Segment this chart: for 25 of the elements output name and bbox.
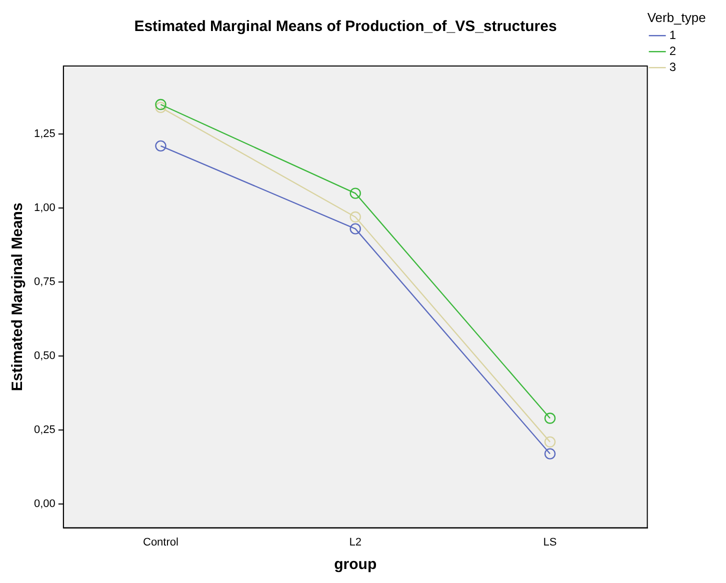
point [544,436,556,448]
legend-title: Verb_type [647,10,706,25]
point [350,223,361,234]
y-tick-label: 0,75 [34,276,56,288]
x-tick-label: LS [543,536,557,548]
point [350,188,361,199]
point [155,102,166,114]
chart-title: Estimated Marginal Means of Production_of_VS_structures [134,18,557,36]
x-tick-label: Control [142,536,178,548]
x-axis-title: group [334,556,377,574]
point [544,448,556,460]
legend-label: 2 [669,44,676,58]
y-tick-label: 1,00 [34,202,56,214]
y-tick-label: 0,50 [34,350,56,362]
point [155,140,166,152]
y-tick-label: 0,00 [34,498,56,510]
point [155,98,166,110]
point [544,412,556,424]
legend-label: 3 [669,60,676,74]
y-axis-title: Estimated Marginal Means [9,202,26,392]
legend-label: 1 [669,28,676,42]
x-tick-label: L2 [349,536,362,548]
y-tick-label: 0,25 [34,424,56,436]
point [350,211,361,223]
y-tick-label: 1,25 [34,128,56,140]
